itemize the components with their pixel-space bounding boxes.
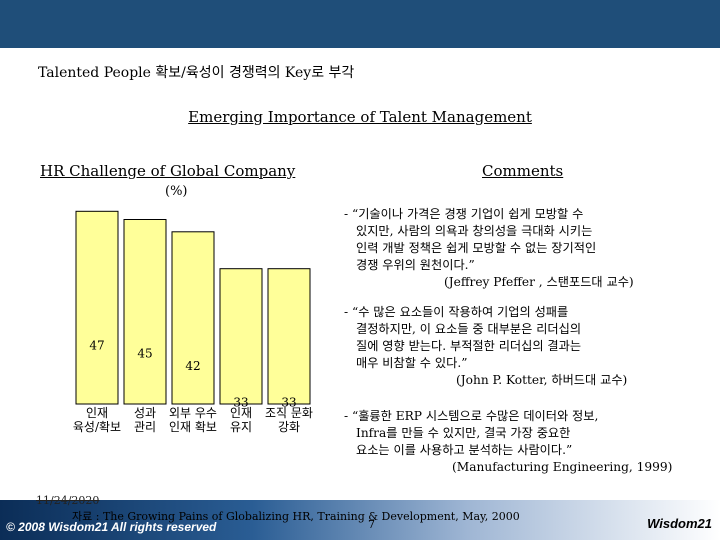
top-banner <box>0 0 720 48</box>
bar-chart: 47 45 42 33 33 <box>75 210 311 410</box>
slide-headline: Talented People 확보/육성이 경쟁력의 Key로 부각 <box>38 65 355 81</box>
chart-title: HR Challenge of Global Company <box>40 162 296 180</box>
category-label: 조직 문화 강화 <box>265 406 313 434</box>
comment-1: - “기술이나 가격은 경쟁 기업이 쉽게 모방할 수 있지만, 사람의 의욕과… <box>344 206 634 291</box>
comment-2: - “수 많은 요소들이 작용하여 기업의 성패를 결정하지만, 이 요소들 중… <box>344 304 627 389</box>
bar-value-label: 33 <box>233 396 248 410</box>
bar-value-label: 47 <box>89 338 104 352</box>
brand-logo: Wisdom21 <box>647 516 712 531</box>
category-label: 성과 관리 <box>133 406 157 434</box>
footer-date: 11/24/2020 <box>36 494 100 507</box>
comment-3-source: (Manufacturing Engineering, 1999) <box>452 460 673 474</box>
comment-2-line: - “수 많은 요소들이 작용하여 기업의 성패를 <box>344 305 569 319</box>
bar-5 <box>267 268 311 405</box>
footer-source: 자료 : The Growing Pains of Globalizing HR… <box>72 510 520 523</box>
comment-3-line: - “훌륭한 ERP 시스템으로 수많은 데이터와 정보, <box>344 409 599 423</box>
category-label: 외부 우수 인재 확보 <box>169 406 217 434</box>
section-title: Emerging Importance of Talent Management <box>188 108 532 126</box>
bar-4 <box>219 268 263 405</box>
comment-1-source: (Jeffrey Pfeffer , 스탠포드대 교수) <box>444 275 634 289</box>
bar-value-label: 45 <box>137 347 152 361</box>
bar-3 <box>171 231 215 405</box>
comment-3-line: 요소는 이를 사용하고 분석하는 사람이다.” <box>356 443 573 457</box>
chart-unit-label: (%) <box>165 184 188 199</box>
category-label: 인재 유지 <box>229 406 253 434</box>
comment-2-line: 매우 비참할 수 있다.” <box>356 356 468 370</box>
bar-value-label: 42 <box>185 359 200 373</box>
bar-value-label: 33 <box>281 396 296 410</box>
footer-band <box>0 500 720 540</box>
copyright-notice: © 2008 Wisdom21 All rights reserved <box>6 520 217 534</box>
comment-1-line: - “기술이나 가격은 경쟁 기업이 쉽게 모방할 수 <box>344 207 584 221</box>
comment-3: - “훌륭한 ERP 시스템으로 수많은 데이터와 정보, Infra를 만들 … <box>344 408 672 476</box>
page-number: 7 <box>368 518 375 531</box>
comment-2-source: (John P. Kotter, 하버드대 교수) <box>456 373 628 387</box>
bar-2 <box>123 219 167 405</box>
comment-2-line: 질에 영향 받는다. 부적절한 리더십의 결과는 <box>356 339 582 353</box>
comment-1-line: 있지만, 사람의 의욕과 창의성을 극대화 시키는 <box>356 224 593 238</box>
comment-2-line: 결정하지만, 이 요소들 중 대부분은 리더십의 <box>356 322 582 336</box>
category-label: 인재 육성/확보 <box>72 406 122 434</box>
comments-title: Comments <box>482 162 564 180</box>
bar-1 <box>75 210 119 405</box>
comment-1-line: 경쟁 우위의 원천이다.” <box>356 258 475 272</box>
comment-1-line: 인력 개발 정책은 쉽게 모방할 수 없는 장기적인 <box>356 241 597 255</box>
comment-3-line: Infra를 만들 수 있지만, 결국 가장 중요한 <box>356 426 571 440</box>
